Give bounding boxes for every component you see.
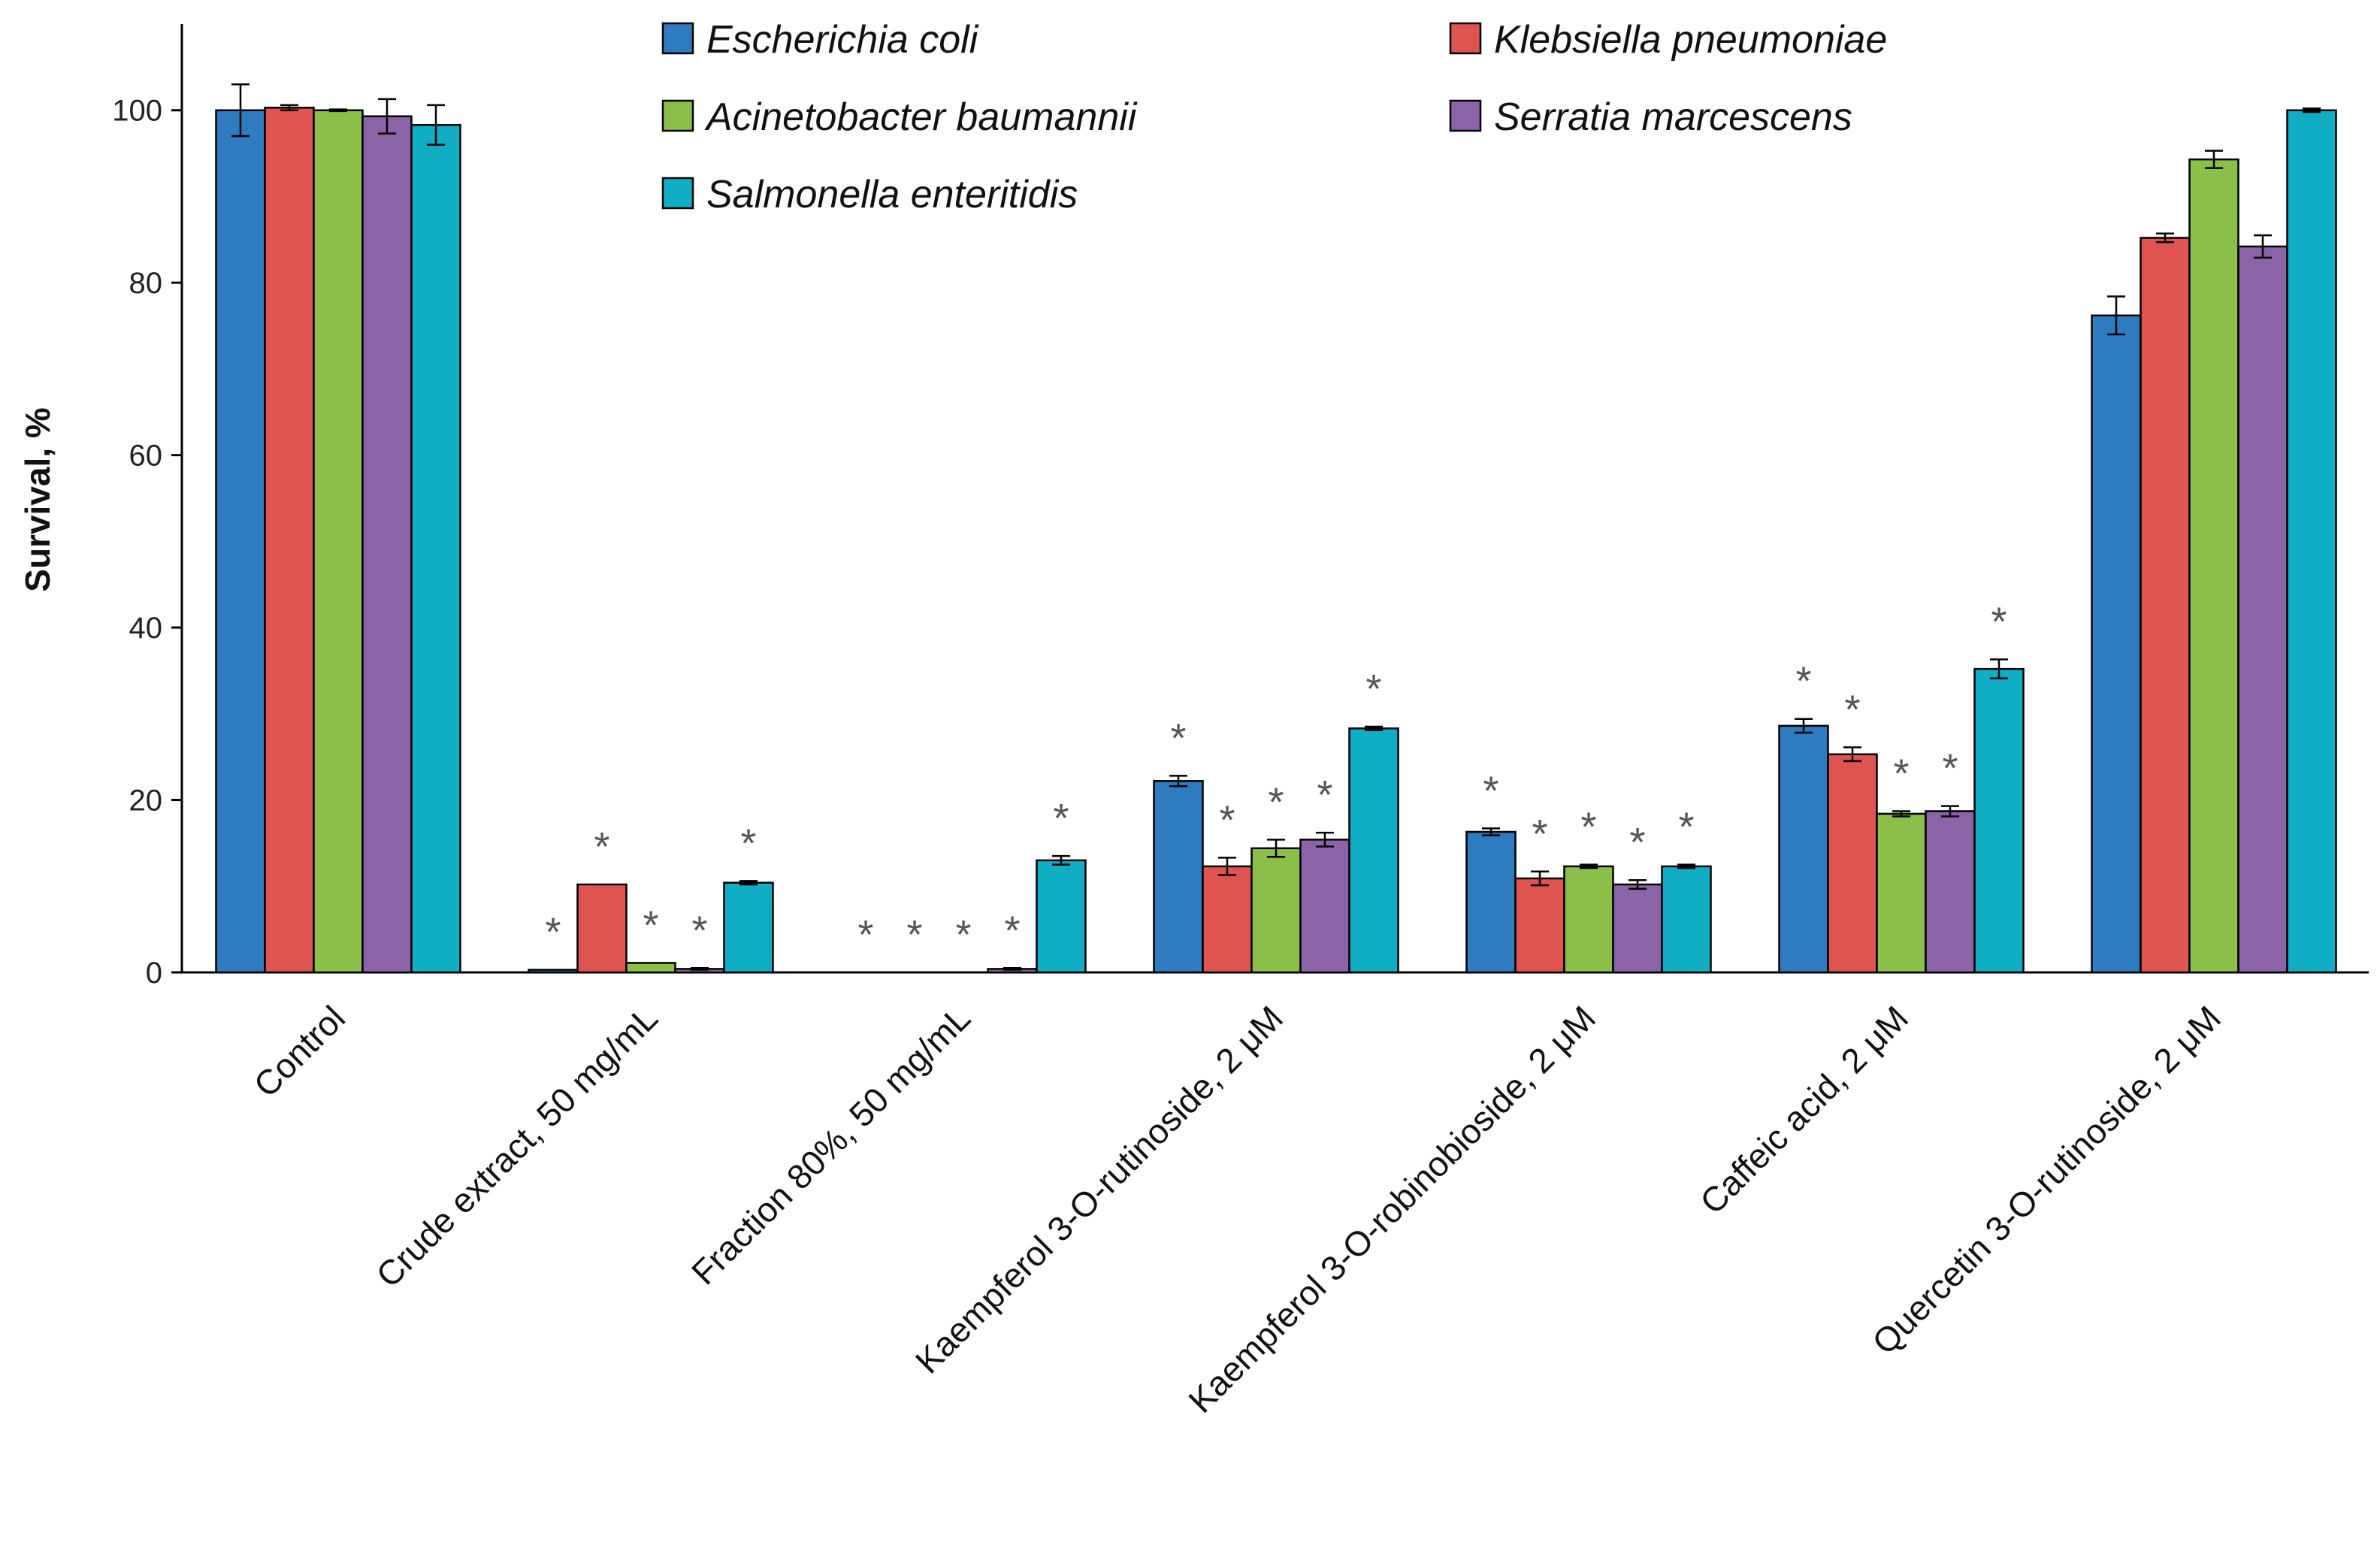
x-category-label: Crude extract, 50 mg/mL bbox=[368, 998, 665, 1295]
significance-star: * bbox=[740, 821, 756, 866]
significance-star: * bbox=[1317, 772, 1332, 818]
significance-star: * bbox=[545, 910, 561, 955]
bar bbox=[1827, 753, 1878, 974]
x-category-label: Kaempferol 3-O-rutinoside, 2 μM bbox=[908, 998, 1290, 1380]
x-category-label: Caffeic acid, 2 μM bbox=[1692, 998, 1916, 1221]
significance-star: * bbox=[1795, 659, 1811, 704]
bar bbox=[2286, 109, 2337, 974]
y-tick-label: 100 bbox=[112, 95, 162, 128]
bar bbox=[1299, 839, 1350, 974]
y-tick-label: 0 bbox=[146, 957, 162, 990]
bar bbox=[313, 109, 364, 974]
significance-star: * bbox=[955, 912, 971, 957]
legend-label: Escherichia coli bbox=[706, 18, 979, 62]
legend-swatch bbox=[1449, 22, 1482, 55]
bar bbox=[2237, 245, 2288, 974]
significance-star: * bbox=[1629, 820, 1645, 865]
significance-star: * bbox=[1219, 797, 1235, 842]
bar bbox=[1778, 724, 1829, 974]
bar bbox=[1876, 812, 1927, 974]
significance-star: * bbox=[1170, 715, 1186, 760]
bar bbox=[1465, 830, 1517, 974]
bar bbox=[1563, 865, 1614, 974]
x-category-label: Control bbox=[246, 998, 352, 1105]
bar bbox=[1348, 727, 1399, 974]
significance-star: * bbox=[857, 912, 873, 957]
legend-swatch bbox=[1449, 99, 1482, 132]
significance-star: * bbox=[643, 903, 658, 948]
legend-label: Salmonella enteritidis bbox=[706, 173, 1078, 216]
bar bbox=[1661, 865, 1712, 974]
significance-star: * bbox=[1004, 908, 1020, 953]
significance-star: * bbox=[594, 824, 609, 869]
bar bbox=[576, 883, 628, 974]
y-axis-title: Survival, % bbox=[18, 407, 57, 591]
significance-star: * bbox=[1942, 746, 1958, 791]
bar bbox=[2140, 237, 2191, 974]
bar bbox=[2188, 158, 2239, 974]
significance-star: * bbox=[906, 912, 922, 957]
bar bbox=[264, 107, 315, 974]
bar bbox=[1514, 877, 1565, 974]
significance-star: * bbox=[1053, 796, 1069, 841]
legend-swatch bbox=[661, 22, 694, 55]
bar bbox=[1036, 859, 1087, 974]
bar bbox=[1202, 865, 1253, 974]
legend-swatch bbox=[661, 177, 694, 210]
x-category-label: Quercetin 3-O-rutinoside, 2 μM bbox=[1864, 998, 2228, 1362]
bar bbox=[1153, 780, 1204, 974]
significance-star: * bbox=[1580, 805, 1596, 850]
bar bbox=[2091, 314, 2142, 974]
bar bbox=[723, 881, 774, 974]
legend-label: Acinetobacter baumannii bbox=[704, 95, 1138, 139]
bar bbox=[1973, 667, 2025, 974]
bar bbox=[625, 962, 676, 974]
bar bbox=[528, 969, 579, 974]
significance-star: * bbox=[691, 908, 707, 953]
y-tick-label: 60 bbox=[129, 440, 163, 473]
legend-label: Klebsiella pneumoniae bbox=[1494, 18, 1887, 62]
bar bbox=[410, 123, 461, 974]
y-tick-label: 20 bbox=[129, 785, 163, 818]
significance-star: * bbox=[1365, 667, 1381, 712]
legend-swatch bbox=[661, 99, 694, 132]
bar bbox=[1612, 883, 1663, 974]
y-tick-label: 40 bbox=[129, 612, 163, 645]
x-category-label: Fraction 80%, 50 mg/mL bbox=[684, 998, 978, 1292]
significance-star: * bbox=[1893, 751, 1909, 796]
bar bbox=[215, 109, 266, 974]
significance-star: * bbox=[1844, 688, 1860, 733]
bar bbox=[1925, 810, 1976, 974]
legend-label: Serratia marcescens bbox=[1494, 95, 1852, 139]
significance-star: * bbox=[1483, 768, 1498, 813]
significance-star: * bbox=[1268, 779, 1284, 824]
bar bbox=[361, 115, 413, 974]
bar bbox=[1250, 847, 1302, 974]
y-tick-label: 80 bbox=[129, 267, 163, 300]
significance-star: * bbox=[1678, 805, 1694, 850]
significance-star: * bbox=[1991, 600, 2007, 645]
significance-star: * bbox=[1532, 812, 1547, 857]
